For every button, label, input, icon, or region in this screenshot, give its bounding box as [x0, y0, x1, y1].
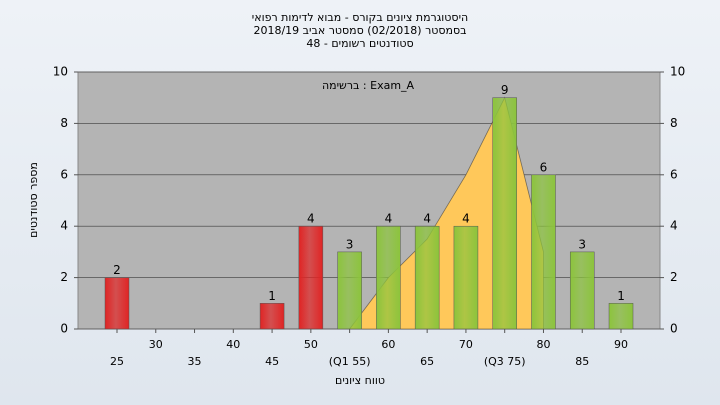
data-label: 3: [578, 237, 586, 251]
y-tick-label: 4: [60, 219, 68, 233]
data-label: 4: [385, 212, 393, 226]
y-tick-label: 10: [53, 65, 68, 79]
bar: [453, 225, 479, 330]
chart-subtitle: סטודנטים רשומים - 48: [306, 37, 413, 50]
bar: [608, 303, 634, 330]
bar: [531, 174, 556, 330]
x-tick-label: 65: [420, 355, 434, 368]
data-label: 4: [462, 212, 470, 226]
data-label: 1: [268, 289, 276, 303]
x-tick-label: 35: [188, 355, 202, 368]
bar: [298, 225, 324, 330]
x-tick-label: 90: [614, 338, 628, 351]
y2-tick-label: 6: [670, 167, 678, 181]
chart-title: היסטוגרמת ציונים בקורס - מבוא לדימות רפו…: [252, 11, 468, 24]
data-label: 3: [346, 237, 354, 251]
bar: [376, 225, 401, 330]
annotation: ברשימה : Exam_A: [322, 79, 415, 92]
y2-tick-label: 10: [670, 65, 685, 79]
x-tick-label: (Q3 75): [484, 355, 526, 368]
y-tick-label: 0: [60, 322, 68, 336]
bar: [104, 277, 130, 330]
data-label: 6: [540, 160, 548, 174]
y2-tick-label: 0: [670, 322, 678, 336]
bar: [414, 225, 440, 330]
x-tick-label: 30: [149, 338, 163, 351]
y-axis-label: מספר סטודנטים: [27, 162, 40, 238]
x-tick-label: 50: [304, 338, 318, 351]
x-tick-label: (Q1 55): [329, 355, 371, 368]
bar: [259, 303, 285, 330]
y-tick-label: 6: [60, 167, 68, 181]
y2-tick-label: 2: [670, 270, 678, 284]
x-tick-label: 80: [536, 338, 550, 351]
data-label: 9: [501, 83, 509, 97]
plot-area: [77, 71, 661, 330]
y-tick-label: 8: [60, 116, 68, 130]
bar: [569, 251, 595, 330]
data-label: 2: [113, 263, 121, 277]
data-label: 4: [423, 212, 431, 226]
x-tick-label: 40: [226, 338, 240, 351]
data-label: 4: [307, 212, 315, 226]
x-tick-label: 45: [265, 355, 279, 368]
y2-tick-label: 8: [670, 116, 678, 130]
bar: [492, 97, 517, 330]
x-tick-label: 85: [575, 355, 589, 368]
bar: [337, 251, 362, 330]
x-axis-label: טווח ציונים: [335, 374, 385, 387]
y-tick-label: 2: [60, 270, 68, 284]
data-label: 1: [617, 289, 625, 303]
x-tick-label: 25: [110, 355, 124, 368]
y2-tick-label: 4: [670, 219, 678, 233]
x-tick-label: 70: [459, 338, 473, 351]
x-tick-label: 60: [381, 338, 395, 351]
chart-subtitle: בסמסטר (02/2018) סמסטר אביב 2018/19: [253, 24, 466, 37]
